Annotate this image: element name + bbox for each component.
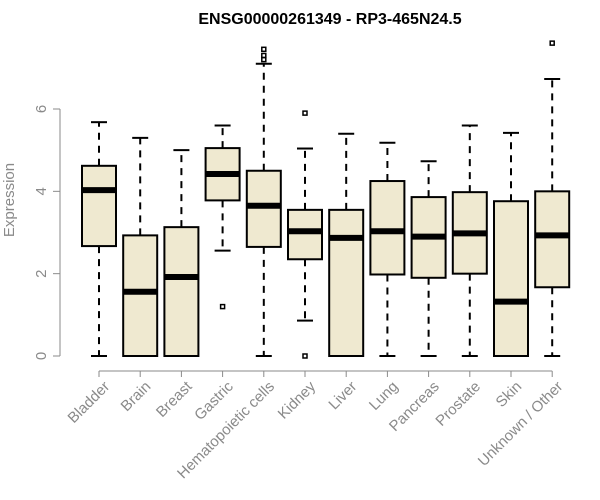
y-axis: 0 2 4 6 xyxy=(33,105,61,360)
outlier-point xyxy=(302,110,308,116)
box-iqr xyxy=(287,208,323,261)
box-kidney xyxy=(287,110,323,359)
x-tick-label: Liver xyxy=(325,378,360,413)
y-tick-label: 4 xyxy=(33,187,50,195)
x-tick-label: Lung xyxy=(366,378,402,414)
y-tick-label: 6 xyxy=(33,105,50,113)
x-tick-label: Brain xyxy=(118,378,155,415)
box-iqr xyxy=(534,190,571,289)
box-iqr xyxy=(328,208,365,357)
box-pancreas xyxy=(410,160,447,357)
box-prostate xyxy=(451,124,488,357)
y-tick-label: 0 xyxy=(33,352,50,360)
y-axis-label: Expression xyxy=(1,163,18,237)
box-iqr xyxy=(122,234,159,357)
box-iqr xyxy=(493,200,529,357)
box-hematopoietic-cells xyxy=(245,46,282,357)
box-iqr xyxy=(163,226,200,357)
box-bladder xyxy=(81,121,117,357)
outlier-point xyxy=(549,40,555,46)
box-iqr xyxy=(245,169,282,248)
box-liver xyxy=(328,132,365,357)
box-lung xyxy=(369,141,406,357)
x-tick-label: Prostate xyxy=(432,378,484,430)
box-iqr xyxy=(81,164,117,248)
x-tick-label: Skin xyxy=(493,378,526,411)
boxes-group xyxy=(81,40,571,372)
box-brain xyxy=(122,136,159,357)
x-tick-label: Bladder xyxy=(65,378,114,427)
box-gastric xyxy=(204,124,241,310)
box-breast xyxy=(163,149,200,357)
box-skin xyxy=(493,131,529,357)
outlier-point xyxy=(302,353,308,359)
outlier-point xyxy=(261,46,267,53)
box-unknown-other xyxy=(534,40,571,357)
y-tick-label: 2 xyxy=(33,269,50,277)
x-tick-label: Kidney xyxy=(275,378,320,423)
outlier-point xyxy=(219,303,226,310)
outlier-point xyxy=(261,52,267,59)
box-iqr xyxy=(369,180,406,276)
chart-title: ENSG00000261349 - RP3-465N24.5 xyxy=(198,11,461,28)
x-tick-label: Breast xyxy=(153,378,196,421)
